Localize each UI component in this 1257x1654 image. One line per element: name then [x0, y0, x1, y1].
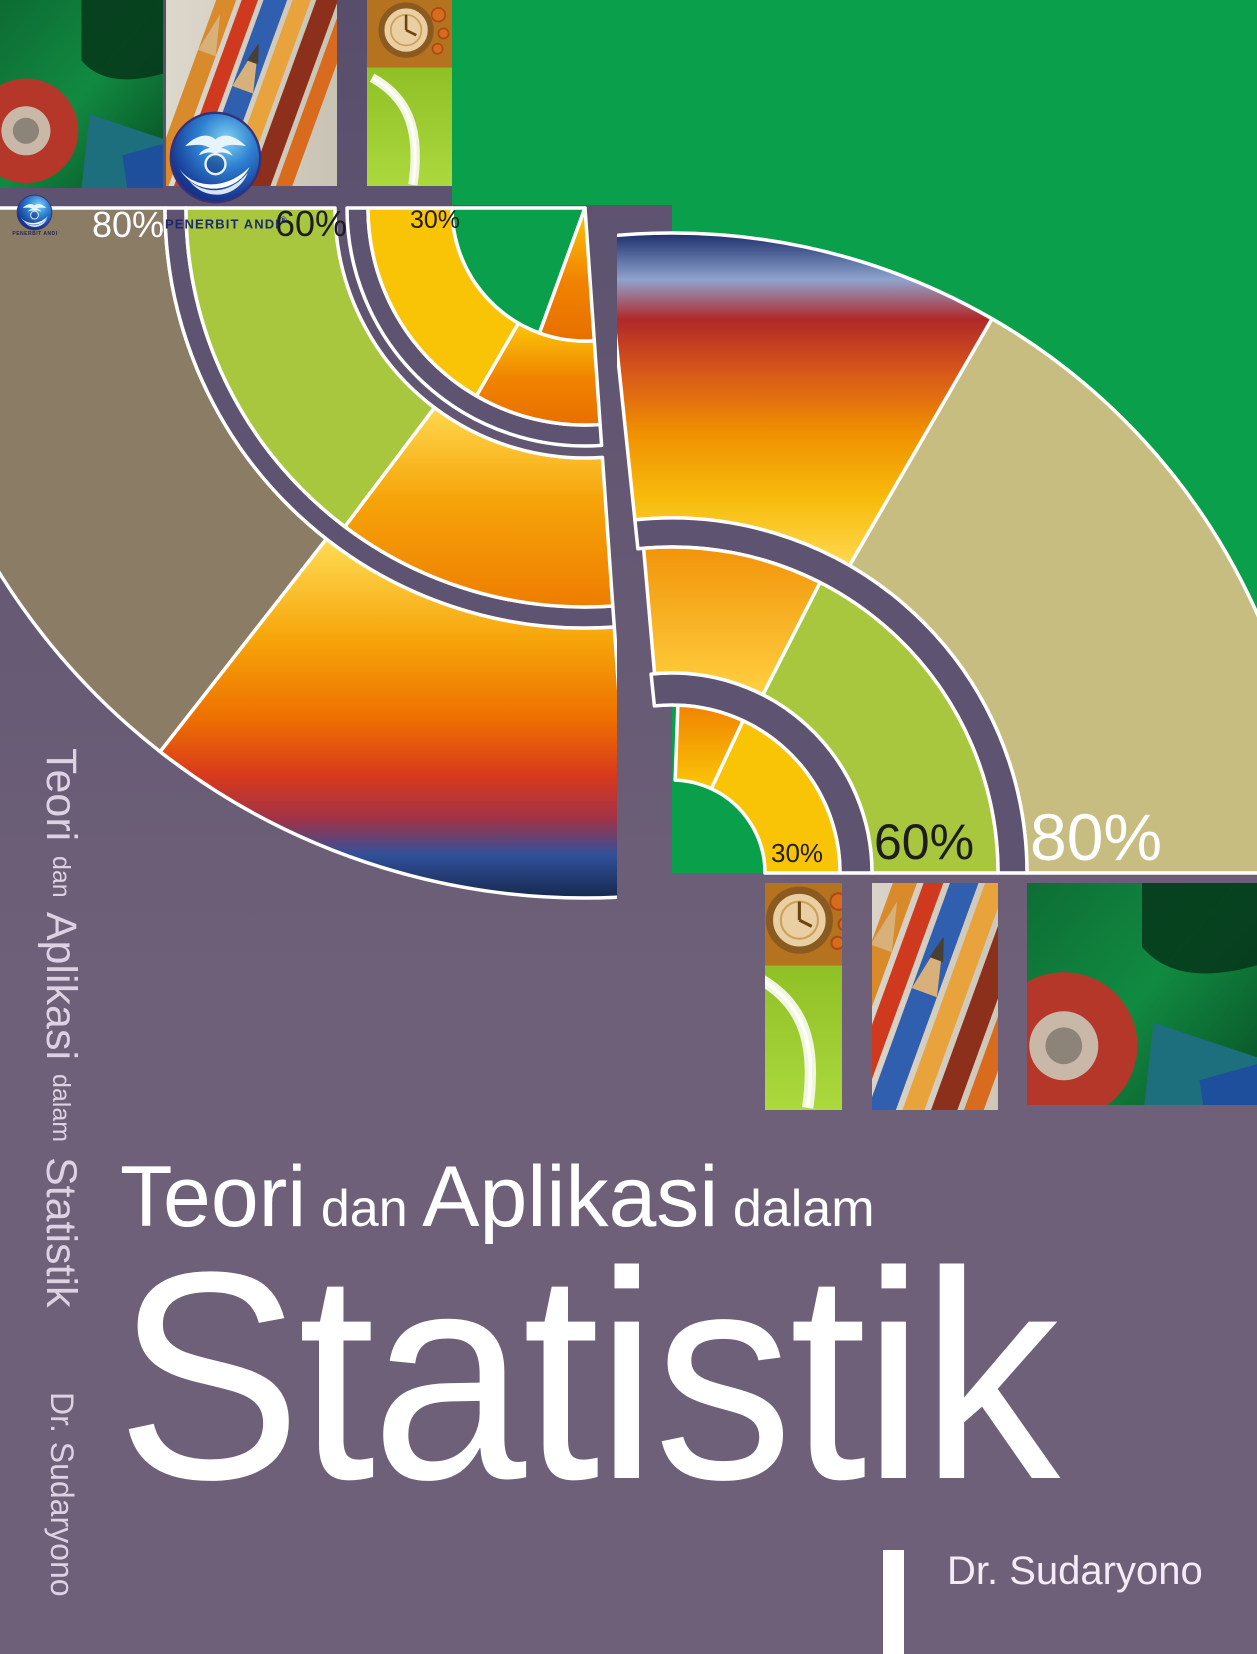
arc-fan-bottom-right: [617, 231, 1257, 875]
spine-publisher-logo-icon: [16, 194, 53, 231]
spine-publisher-name: PENERBIT ANDI: [12, 231, 58, 237]
bottom-label-60: 60%: [874, 814, 975, 870]
title-word-teori: Teori: [120, 1149, 307, 1245]
top-label-80: 80%: [92, 204, 165, 245]
spine-word-statistik: Statistik: [37, 1157, 85, 1308]
bottom-label-80: 80%: [1030, 800, 1163, 874]
photo-tile-bearing-top: [0, 0, 163, 188]
publisher-name-text: PENERBIT ANDI: [165, 216, 280, 232]
title-word-dan: dan: [320, 1180, 408, 1238]
title-line1: Teori dan Aplikasi dalam: [120, 1154, 885, 1240]
top-label-60: 60%: [275, 203, 348, 244]
photo-tile-bearing-bottom: [1027, 883, 1257, 1105]
spine-title: Teori dan Aplikasi dalam Statistik: [30, 748, 85, 1308]
arc-fan-top-left: [0, 206, 617, 900]
bottom-label-30: 30%: [771, 838, 824, 868]
author-name: Dr. Sudaryono: [947, 1549, 1203, 1593]
registered-mark: ®: [279, 215, 287, 225]
title-main: Statistik: [116, 1228, 1116, 1524]
photo-mid-wedge: [343, 405, 615, 609]
publisher-logo-icon: [169, 111, 262, 204]
title-word-aplikasi: Aplikasi: [422, 1149, 719, 1245]
photo-tile-clock-bottom: [752, 883, 855, 1110]
top-label-30: 30%: [410, 206, 461, 234]
spine-word-teori: Teori: [37, 748, 85, 842]
photo-inner-wedge: [673, 703, 745, 791]
spine-author-name: Dr. Sudaryono: [44, 1392, 80, 1597]
spine-word-aplikasi: Aplikasi: [37, 911, 85, 1060]
spine-word-dalam: dalam: [47, 1074, 75, 1143]
title-main-text: Statistik: [116, 1210, 1060, 1541]
photo-tile-clock-top: [367, 0, 452, 187]
title-word-dalam: dalam: [732, 1180, 875, 1238]
author-accent-bar: [883, 1550, 904, 1654]
spine-word-dan: dan: [47, 855, 75, 898]
photo-inner-wedge: [537, 206, 597, 343]
photo-tile-pencils-bottom: [872, 883, 998, 1110]
lime-60-band: [184, 206, 437, 529]
publisher-name: PENERBIT ANDI®: [165, 215, 287, 232]
yellow-30-band: [709, 718, 842, 875]
green-inner-wedge: [450, 206, 587, 335]
photo-tile-pencils-top: [166, 0, 337, 186]
